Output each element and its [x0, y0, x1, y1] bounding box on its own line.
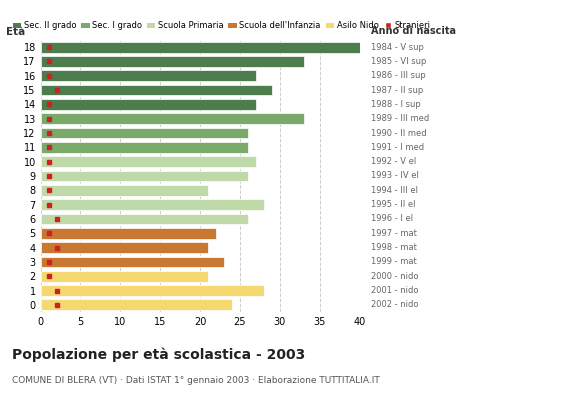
Text: 1985 - VI sup: 1985 - VI sup [371, 57, 426, 66]
Text: COMUNE DI BLERA (VT) · Dati ISTAT 1° gennaio 2003 · Elaborazione TUTTITALIA.IT: COMUNE DI BLERA (VT) · Dati ISTAT 1° gen… [12, 376, 379, 385]
Text: 1998 - mat: 1998 - mat [371, 243, 417, 252]
Text: 1986 - III sup: 1986 - III sup [371, 71, 426, 80]
Bar [41, 271, 208, 282]
Text: 1990 - II med: 1990 - II med [371, 128, 427, 138]
Legend: Sec. II grado, Sec. I grado, Scuola Primaria, Scuola dell'Infanzia, Asilo Nido, : Sec. II grado, Sec. I grado, Scuola Prim… [13, 21, 430, 30]
Bar [41, 42, 360, 52]
Text: 1989 - III med: 1989 - III med [371, 114, 429, 123]
Text: Età: Età [5, 27, 25, 37]
Bar [41, 85, 272, 96]
Text: 1997 - mat: 1997 - mat [371, 229, 417, 238]
Bar [41, 142, 248, 153]
Bar [41, 70, 256, 81]
Text: 1988 - I sup: 1988 - I sup [371, 100, 421, 109]
Bar [41, 171, 248, 181]
Text: 1994 - III el: 1994 - III el [371, 186, 418, 195]
Text: 1987 - II sup: 1987 - II sup [371, 86, 423, 95]
Text: Popolazione per età scolastica - 2003: Popolazione per età scolastica - 2003 [12, 348, 305, 362]
Text: 2001 - nido: 2001 - nido [371, 286, 419, 295]
Bar [41, 285, 264, 296]
Text: 1999 - mat: 1999 - mat [371, 257, 417, 266]
Bar [41, 56, 304, 67]
Bar [41, 128, 248, 138]
Text: Anno di nascita: Anno di nascita [371, 26, 456, 36]
Text: 1984 - V sup: 1984 - V sup [371, 43, 424, 52]
Bar [41, 185, 208, 196]
Bar [41, 256, 224, 267]
Bar [41, 99, 256, 110]
Bar [41, 228, 216, 239]
Bar [41, 214, 248, 224]
Bar [41, 300, 232, 310]
Bar [41, 156, 256, 167]
Text: 1992 - V el: 1992 - V el [371, 157, 416, 166]
Bar [41, 242, 208, 253]
Text: 1991 - I med: 1991 - I med [371, 143, 425, 152]
Bar [41, 113, 304, 124]
Text: 2000 - nido: 2000 - nido [371, 272, 419, 281]
Text: 1996 - I el: 1996 - I el [371, 214, 414, 224]
Bar [41, 199, 264, 210]
Text: 1993 - IV el: 1993 - IV el [371, 172, 419, 180]
Text: 2002 - nido: 2002 - nido [371, 300, 419, 309]
Text: 1995 - II el: 1995 - II el [371, 200, 416, 209]
